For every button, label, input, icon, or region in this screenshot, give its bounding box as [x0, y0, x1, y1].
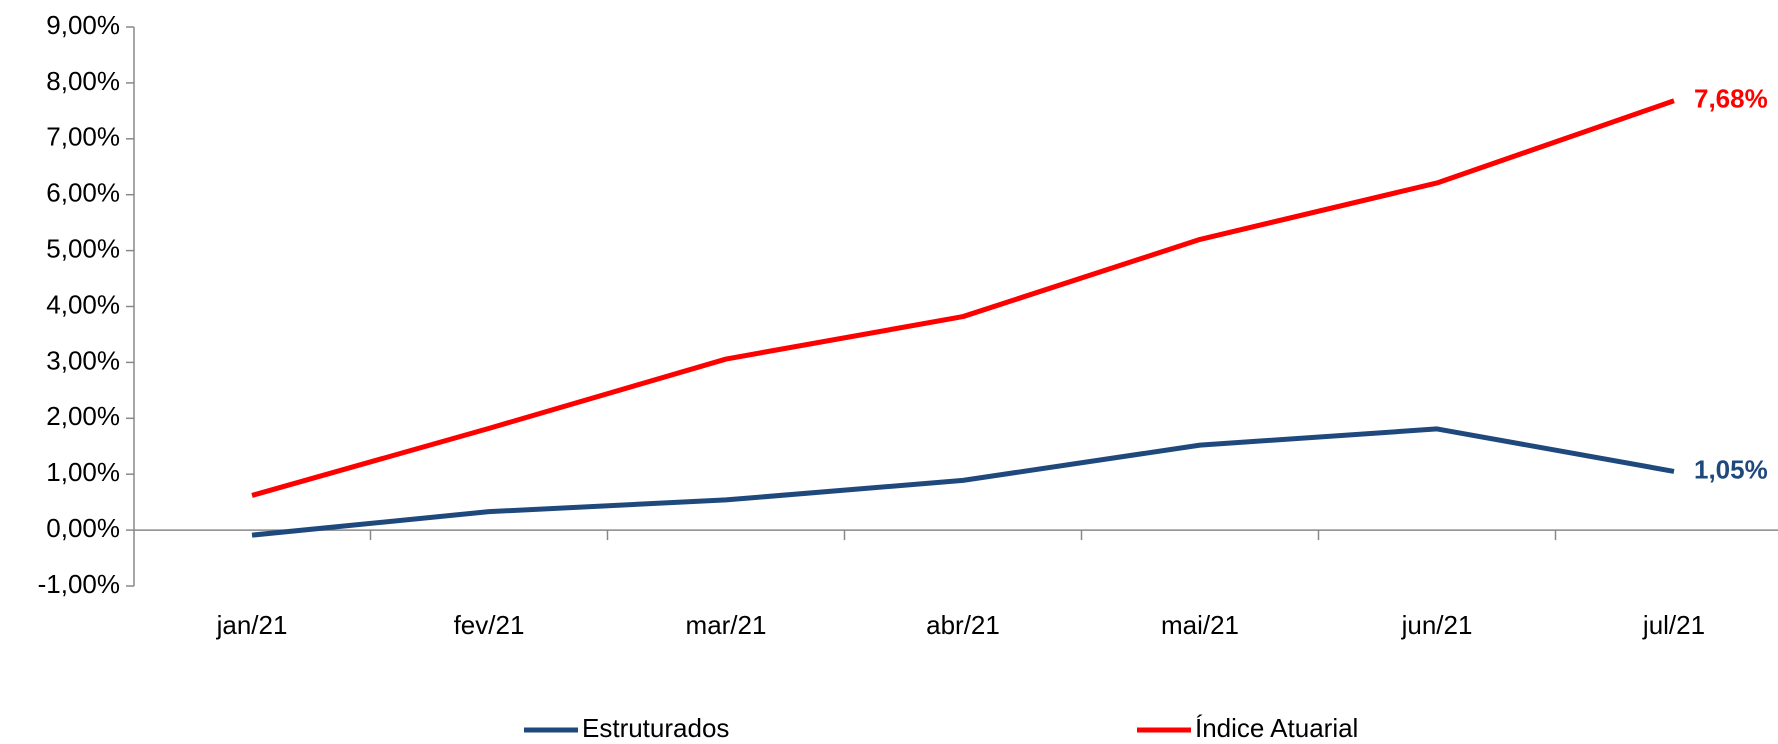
line [251, 98, 1675, 498]
y-tick-label: 3,00% [46, 345, 120, 375]
x-tick-label: mar/21 [686, 610, 767, 640]
x-tick-label: jan/21 [216, 610, 288, 640]
y-tick-label: 2,00% [46, 401, 120, 431]
legend-label: Índice Atuarial [1195, 713, 1358, 743]
y-tick-label: 1,00% [46, 457, 120, 487]
y-tick-label: 4,00% [46, 289, 120, 319]
x-tick-label: jun/21 [1401, 610, 1473, 640]
data-label: 1,05% [1694, 454, 1768, 484]
x-tick-label: abr/21 [926, 610, 1000, 640]
x-tick-label: mai/21 [1161, 610, 1239, 640]
line [251, 426, 1675, 538]
y-tick-label: 7,00% [46, 122, 120, 152]
y-tick-label: 8,00% [46, 66, 120, 96]
x-tick-label: jul/21 [1642, 610, 1705, 640]
y-tick-label: 5,00% [46, 233, 120, 263]
y-tick-label: 9,00% [46, 10, 120, 40]
x-tick-label: fev/21 [454, 610, 525, 640]
y-tick-label: 0,00% [46, 513, 120, 543]
data-label: 7,68% [1694, 84, 1768, 114]
legend-label: Estruturados [582, 713, 729, 743]
y-tick-label: -1,00% [38, 569, 120, 599]
y-tick-label: 6,00% [46, 178, 120, 208]
